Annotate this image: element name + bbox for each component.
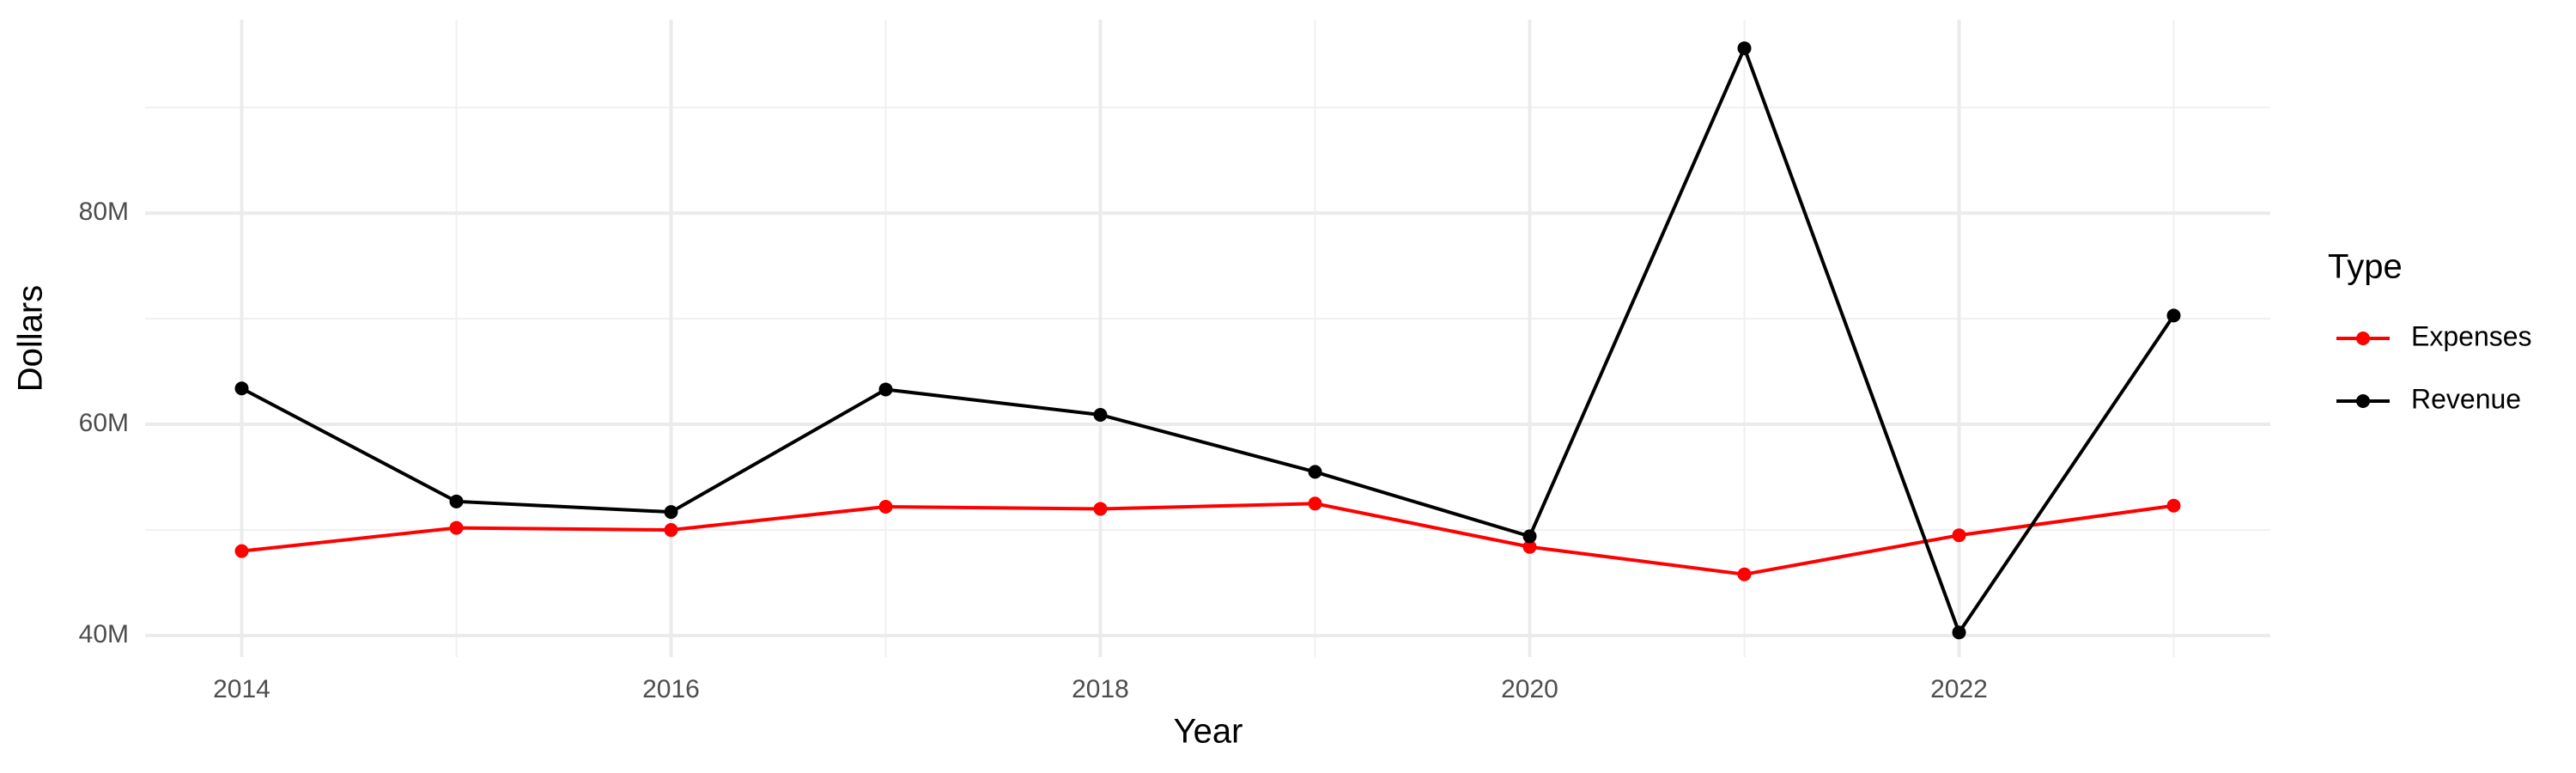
point (449, 494, 464, 508)
point (1308, 465, 1322, 479)
plot-area (234, 41, 2181, 640)
point (1952, 625, 1966, 640)
legend-label: Revenue (2411, 383, 2521, 414)
y-tick-label: 60M (79, 409, 129, 437)
x-tick-label: 2014 (213, 675, 270, 703)
point (878, 382, 893, 397)
y-tick-label: 40M (79, 620, 129, 648)
x-axis-title: Year (1174, 713, 1243, 751)
point (1093, 407, 1108, 422)
x-tick-label: 2018 (1072, 675, 1129, 703)
point (234, 544, 249, 558)
x-tick-label: 2016 (642, 675, 700, 703)
point (1952, 528, 1966, 543)
legend-point (2356, 332, 2370, 345)
point (1737, 41, 1752, 56)
point (1093, 502, 1108, 516)
x-tick-label: 2022 (1930, 675, 1988, 703)
point (664, 505, 678, 520)
legend-label: Expenses (2411, 320, 2532, 351)
point (878, 499, 893, 514)
grid (145, 20, 2270, 657)
point (2166, 308, 2181, 323)
point (449, 520, 464, 535)
y-tick-label: 80M (79, 198, 129, 226)
point (1737, 567, 1752, 581)
legend-title: Type (2328, 248, 2403, 286)
point (664, 523, 678, 538)
point (2166, 498, 2181, 513)
line (241, 502, 2174, 576)
point (1522, 529, 1537, 544)
point (1308, 496, 1322, 511)
y-axis-title: Dollars (12, 285, 50, 392)
point (1522, 539, 1537, 554)
legend-point (2356, 394, 2370, 408)
line (240, 43, 2176, 636)
point (234, 381, 249, 396)
x-tick-label: 2020 (1501, 675, 1558, 703)
